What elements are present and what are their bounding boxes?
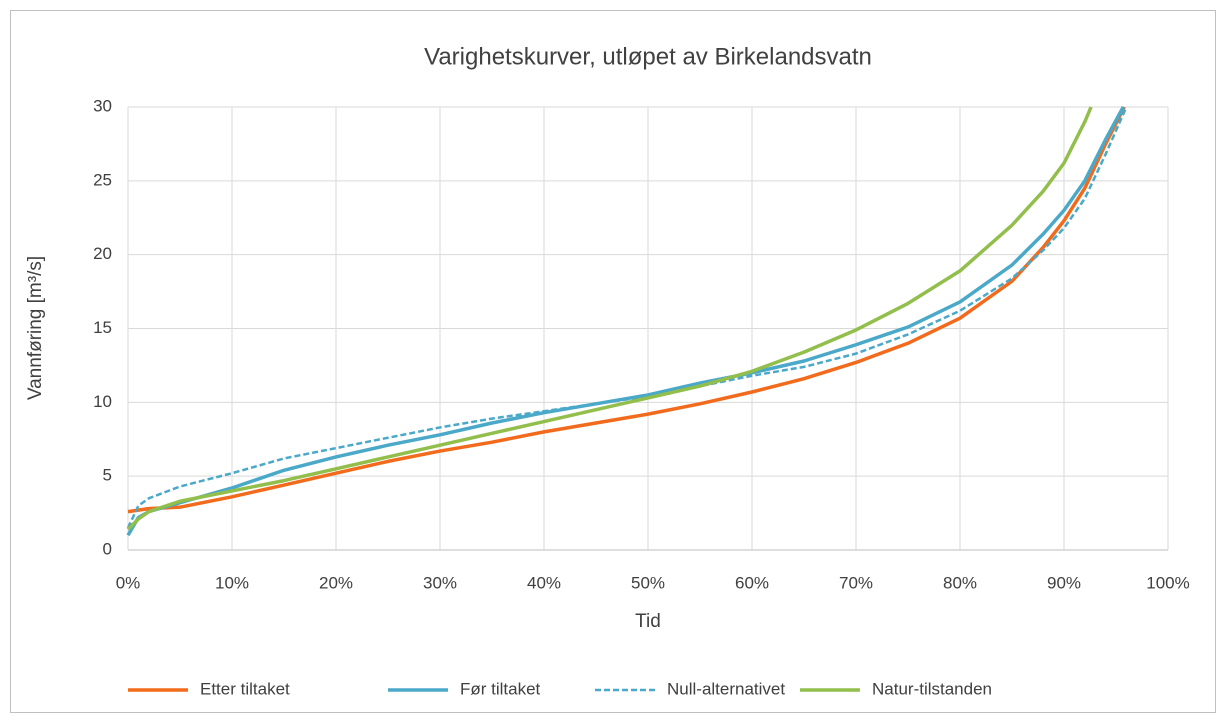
x-axis-label: Tid	[635, 611, 661, 632]
x-tick-label: 90%	[1047, 573, 1081, 592]
y-tick-label: 10	[93, 392, 112, 411]
legend-label: Før tiltaket	[460, 679, 541, 698]
chart-frame	[10, 10, 1216, 713]
legend-label: Null-alternativet	[667, 679, 785, 698]
x-tick-label: 40%	[527, 573, 561, 592]
x-tick-label: 100%	[1146, 573, 1189, 592]
series-line	[126, 106, 1093, 531]
x-tick-label: 80%	[943, 573, 977, 592]
series-line	[126, 106, 1128, 529]
y-tick-label: 5	[103, 466, 112, 485]
x-tick-label: 10%	[215, 573, 249, 592]
series-line	[127, 106, 1126, 514]
x-tick-label: 30%	[423, 573, 457, 592]
y-tick-label: 20	[93, 244, 112, 263]
x-tick-label: 70%	[839, 573, 873, 592]
legend-label: Etter tiltaket	[200, 679, 290, 698]
x-tick-label: 50%	[631, 573, 665, 592]
y-tick-label: 0	[103, 539, 112, 558]
x-tick-label: 0%	[116, 573, 141, 592]
y-tick-label: 30	[93, 96, 112, 115]
y-axis-label: Vannføring [m³/s]	[25, 256, 46, 400]
y-tick-label: 25	[93, 170, 112, 189]
y-tick-label: 15	[93, 318, 112, 337]
series-line	[126, 106, 1125, 537]
legend-label: Natur-tilstanden	[872, 679, 992, 698]
x-tick-label: 20%	[319, 573, 353, 592]
chart-title: Varighetskurver, utløpet av Birkelandsva…	[424, 43, 872, 70]
x-tick-label: 60%	[735, 573, 769, 592]
